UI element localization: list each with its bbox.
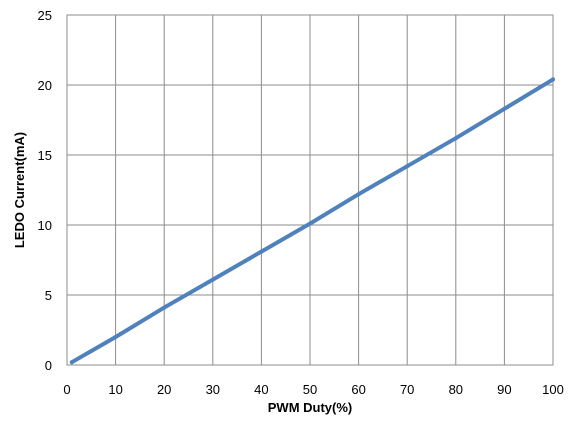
series-layer [69,77,555,365]
x-axis-title: PWM Duty(%) [268,400,353,415]
x-tick-label: 10 [108,382,122,397]
x-tick-label: 80 [449,382,463,397]
y-tick-labels: 0 5 10 15 20 25 [38,8,52,373]
y-tick-label: 5 [45,288,52,303]
data-point [405,164,410,169]
series-line [69,77,555,365]
y-tick-label: 20 [38,78,52,93]
data-point [308,221,312,226]
grid [66,14,554,366]
x-tick-label: 0 [63,382,70,397]
y-tick-label: 25 [38,8,52,23]
y-axis-title: LEDO Current(mA) [12,132,27,248]
data-point [210,277,215,282]
data-point [453,136,458,141]
x-tick-label: 90 [497,382,511,397]
data-point [89,349,94,353]
data-point [356,192,361,197]
y-tick-label: 0 [45,358,52,373]
data-point [162,305,167,310]
data-point [69,360,74,365]
data-point [113,335,118,339]
x-tick-labels: 0 10 20 30 40 50 60 70 80 90 100 [63,382,563,397]
x-tick-label: 20 [157,382,171,397]
x-tick-label: 50 [303,382,317,397]
plot-area-border [66,14,554,366]
data-point [502,106,507,111]
x-tick-label: 100 [542,382,564,397]
data-point [551,77,555,82]
y-tick-label: 10 [38,218,52,233]
x-tick-label: 60 [351,382,365,397]
y-tick-label: 15 [38,148,52,163]
data-point [259,249,264,254]
x-tick-label: 40 [254,382,268,397]
x-tick-label: 30 [206,382,220,397]
x-tick-label: 70 [400,382,414,397]
data-point [103,340,108,345]
